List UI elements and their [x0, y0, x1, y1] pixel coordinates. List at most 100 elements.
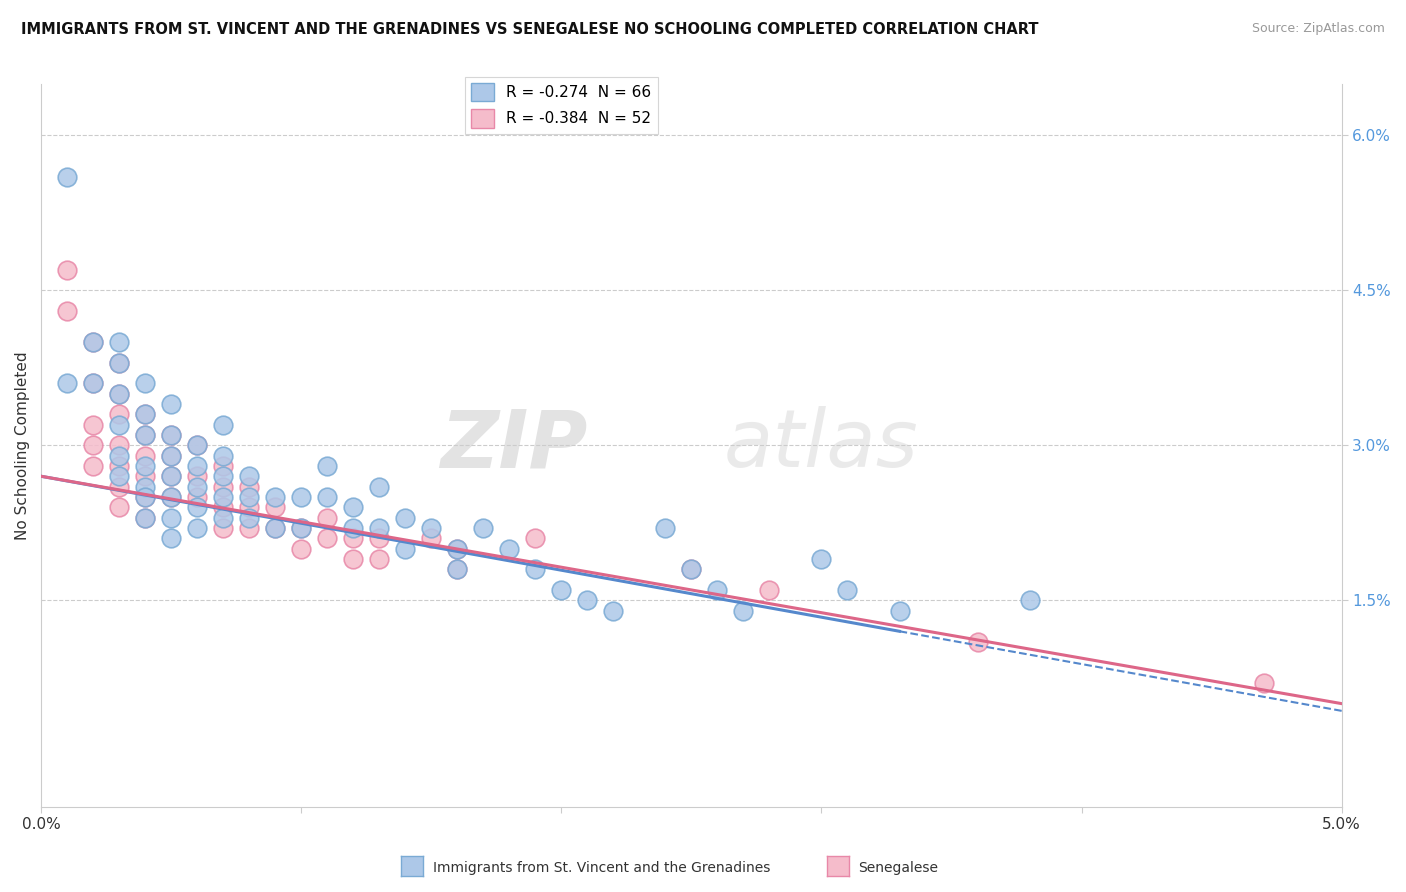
Point	[134, 458, 156, 473]
Point	[134, 407, 156, 421]
Point	[420, 521, 443, 535]
Point	[342, 552, 364, 566]
Point	[186, 500, 208, 515]
Point	[550, 582, 572, 597]
Point	[212, 469, 235, 483]
Point	[134, 428, 156, 442]
Point	[108, 355, 131, 369]
Point	[186, 438, 208, 452]
Text: atlas: atlas	[724, 406, 920, 484]
Point	[368, 531, 391, 545]
Point	[186, 469, 208, 483]
Point	[160, 428, 183, 442]
Point	[160, 449, 183, 463]
Point	[160, 490, 183, 504]
Point	[264, 521, 287, 535]
Point	[108, 449, 131, 463]
Point	[134, 428, 156, 442]
Point	[212, 521, 235, 535]
Point	[212, 458, 235, 473]
Point	[108, 334, 131, 349]
Point	[837, 582, 859, 597]
Point	[1018, 593, 1040, 607]
Point	[134, 407, 156, 421]
Point	[1253, 676, 1275, 690]
Point	[186, 480, 208, 494]
Point	[134, 510, 156, 524]
Text: ZIP: ZIP	[440, 406, 588, 484]
Point	[264, 490, 287, 504]
Point	[524, 562, 547, 576]
Point	[134, 480, 156, 494]
Legend: R = -0.274  N = 66, R = -0.384  N = 52: R = -0.274 N = 66, R = -0.384 N = 52	[465, 77, 658, 134]
Point	[108, 480, 131, 494]
Point	[160, 469, 183, 483]
Point	[134, 469, 156, 483]
Point	[394, 541, 416, 556]
Point	[108, 458, 131, 473]
Point	[56, 304, 79, 318]
Point	[160, 397, 183, 411]
Point	[446, 541, 468, 556]
Point	[186, 438, 208, 452]
Point	[733, 604, 755, 618]
Point	[160, 490, 183, 504]
Point	[446, 562, 468, 576]
Point	[212, 500, 235, 515]
Point	[681, 562, 703, 576]
Point	[134, 376, 156, 391]
Point	[290, 521, 312, 535]
Point	[56, 376, 79, 391]
Point	[264, 521, 287, 535]
Point	[108, 386, 131, 401]
Point	[108, 500, 131, 515]
Point	[524, 531, 547, 545]
Point	[238, 469, 260, 483]
Point	[290, 521, 312, 535]
Point	[290, 541, 312, 556]
Point	[160, 449, 183, 463]
Point	[82, 334, 104, 349]
Point	[368, 480, 391, 494]
Point	[238, 521, 260, 535]
Point	[290, 490, 312, 504]
Point	[889, 604, 911, 618]
Point	[56, 169, 79, 184]
Point	[810, 552, 832, 566]
Text: IMMIGRANTS FROM ST. VINCENT AND THE GRENADINES VS SENEGALESE NO SCHOOLING COMPLE: IMMIGRANTS FROM ST. VINCENT AND THE GREN…	[21, 22, 1039, 37]
Point	[108, 386, 131, 401]
Point	[134, 510, 156, 524]
Text: Source: ZipAtlas.com: Source: ZipAtlas.com	[1251, 22, 1385, 36]
Point	[342, 531, 364, 545]
Point	[238, 500, 260, 515]
Text: Immigrants from St. Vincent and the Grenadines: Immigrants from St. Vincent and the Gren…	[433, 861, 770, 875]
Point	[446, 541, 468, 556]
Point	[316, 490, 339, 504]
Point	[186, 490, 208, 504]
Point	[394, 510, 416, 524]
Point	[82, 417, 104, 432]
Point	[264, 500, 287, 515]
Point	[160, 469, 183, 483]
Point	[160, 428, 183, 442]
Point	[82, 376, 104, 391]
Point	[186, 458, 208, 473]
Point	[966, 634, 988, 648]
Point	[212, 480, 235, 494]
Point	[446, 562, 468, 576]
Point	[160, 531, 183, 545]
Point	[316, 510, 339, 524]
Y-axis label: No Schooling Completed: No Schooling Completed	[15, 351, 30, 540]
Point	[316, 458, 339, 473]
Point	[82, 334, 104, 349]
Point	[602, 604, 624, 618]
Point	[108, 438, 131, 452]
Point	[238, 490, 260, 504]
Point	[134, 449, 156, 463]
Point	[108, 469, 131, 483]
Point	[108, 355, 131, 369]
Point	[56, 262, 79, 277]
Point	[576, 593, 599, 607]
Point	[212, 417, 235, 432]
Point	[368, 552, 391, 566]
